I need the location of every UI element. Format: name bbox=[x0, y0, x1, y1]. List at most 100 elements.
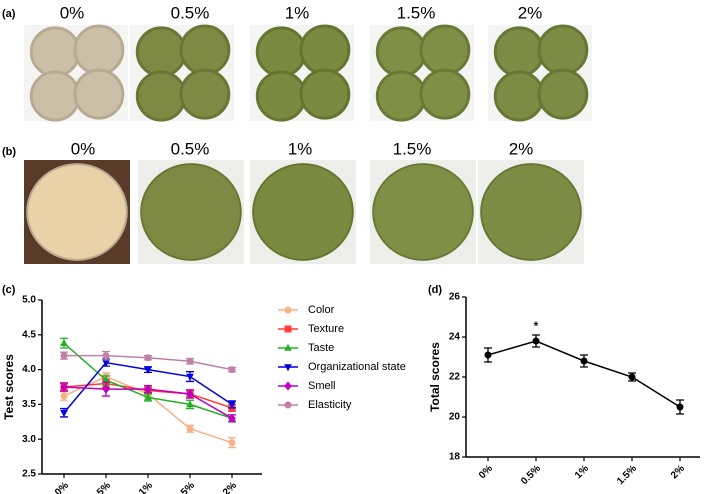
y-tick-label: 2.5 bbox=[22, 469, 36, 480]
meatball bbox=[179, 24, 231, 76]
meatball bbox=[299, 24, 351, 76]
photo-label: 0.5% bbox=[171, 139, 210, 158]
marker bbox=[60, 352, 68, 360]
y-tick-label: 24 bbox=[449, 332, 461, 343]
marker bbox=[102, 375, 110, 383]
photo-label: 0% bbox=[71, 139, 96, 158]
legend-label: Texture bbox=[308, 323, 344, 335]
photo-label: 1% bbox=[288, 139, 313, 158]
y-tick-label: 3.5 bbox=[22, 399, 36, 410]
marker bbox=[228, 439, 236, 447]
marker bbox=[228, 413, 236, 423]
marker bbox=[186, 389, 194, 399]
y-tick-label: 3.0 bbox=[22, 434, 36, 445]
marker bbox=[284, 343, 292, 351]
y-axis-title: Total scores bbox=[428, 342, 442, 412]
marker bbox=[284, 325, 292, 333]
marker bbox=[628, 373, 636, 381]
meatball bbox=[255, 26, 307, 78]
x-tick-label: 1% bbox=[573, 463, 591, 481]
y-axis-title: Test scores bbox=[2, 354, 16, 420]
series-line bbox=[487, 340, 681, 408]
y-tick-label: 4.5 bbox=[22, 329, 36, 340]
photo-label: 0% bbox=[60, 3, 85, 22]
legend-label: Organizational state bbox=[308, 361, 406, 373]
panel-label: (b) bbox=[2, 146, 16, 158]
photo-label: 1% bbox=[285, 3, 310, 22]
x-tick-label: 0% bbox=[477, 463, 495, 481]
y-tick-label: 22 bbox=[449, 372, 461, 383]
meatball bbox=[73, 68, 125, 120]
marker bbox=[60, 338, 68, 346]
marker bbox=[284, 306, 292, 314]
legend-label: Taste bbox=[308, 342, 334, 354]
meatball bbox=[419, 68, 471, 120]
marker bbox=[186, 425, 194, 433]
x-tick-label: 0.5% bbox=[89, 480, 113, 494]
marker bbox=[102, 384, 110, 394]
x-tick-label: 0% bbox=[53, 480, 71, 494]
photo-label: 1.5% bbox=[393, 139, 432, 158]
marker bbox=[186, 357, 194, 365]
meatball bbox=[537, 68, 589, 120]
meatball bbox=[537, 24, 589, 76]
annotation: * bbox=[534, 319, 539, 333]
y-tick-label: 4.0 bbox=[22, 364, 36, 375]
meatball bbox=[375, 70, 427, 122]
marker bbox=[60, 409, 68, 417]
x-tick-label: 1.5% bbox=[173, 480, 197, 494]
panel-label: (a) bbox=[2, 8, 16, 20]
meatball bbox=[73, 24, 125, 76]
panel-label: (c) bbox=[2, 284, 16, 296]
y-tick-label: 5.0 bbox=[22, 295, 36, 306]
meatball-slice bbox=[252, 163, 354, 261]
panel-label: (d) bbox=[428, 284, 442, 296]
marker bbox=[284, 381, 292, 391]
marker bbox=[676, 403, 684, 411]
x-tick-label: 2% bbox=[221, 480, 239, 494]
marker bbox=[102, 359, 110, 367]
marker bbox=[102, 352, 110, 360]
photo-label: 1.5% bbox=[397, 3, 436, 22]
meatball-slice bbox=[140, 163, 242, 261]
legend-label: Elasticity bbox=[308, 399, 352, 411]
meatball-slice bbox=[372, 163, 474, 261]
marker bbox=[144, 354, 152, 362]
meatball bbox=[29, 26, 81, 78]
marker bbox=[144, 366, 152, 374]
meatball bbox=[493, 70, 545, 122]
meatball bbox=[135, 70, 187, 122]
marker bbox=[144, 384, 152, 394]
marker bbox=[144, 393, 152, 401]
photo-label: 0.5% bbox=[171, 3, 210, 22]
meatball-slice bbox=[480, 163, 582, 261]
meatball bbox=[135, 26, 187, 78]
y-tick-label: 26 bbox=[449, 292, 461, 303]
legend-label: Color bbox=[308, 304, 335, 316]
marker bbox=[580, 357, 588, 365]
y-tick-label: 18 bbox=[449, 452, 461, 463]
y-tick-label: 20 bbox=[449, 412, 461, 423]
marker bbox=[60, 392, 68, 400]
legend-label: Smell bbox=[308, 380, 336, 392]
meatball bbox=[299, 68, 351, 120]
marker bbox=[60, 382, 68, 392]
marker bbox=[228, 366, 236, 374]
photo-label: 2% bbox=[509, 139, 534, 158]
meatball bbox=[179, 68, 231, 120]
meatball bbox=[493, 26, 545, 78]
marker bbox=[284, 364, 292, 372]
x-tick-label: 1.5% bbox=[615, 463, 639, 487]
meatball bbox=[255, 70, 307, 122]
meatball bbox=[375, 26, 427, 78]
marker bbox=[484, 351, 492, 359]
marker bbox=[532, 337, 540, 345]
marker bbox=[284, 401, 292, 409]
photo-label: 2% bbox=[518, 3, 543, 22]
meatball-slice bbox=[26, 163, 128, 261]
meatball bbox=[29, 70, 81, 122]
x-tick-label: 1% bbox=[137, 480, 155, 494]
x-tick-label: 0.5% bbox=[519, 463, 543, 487]
meatball bbox=[419, 24, 471, 76]
